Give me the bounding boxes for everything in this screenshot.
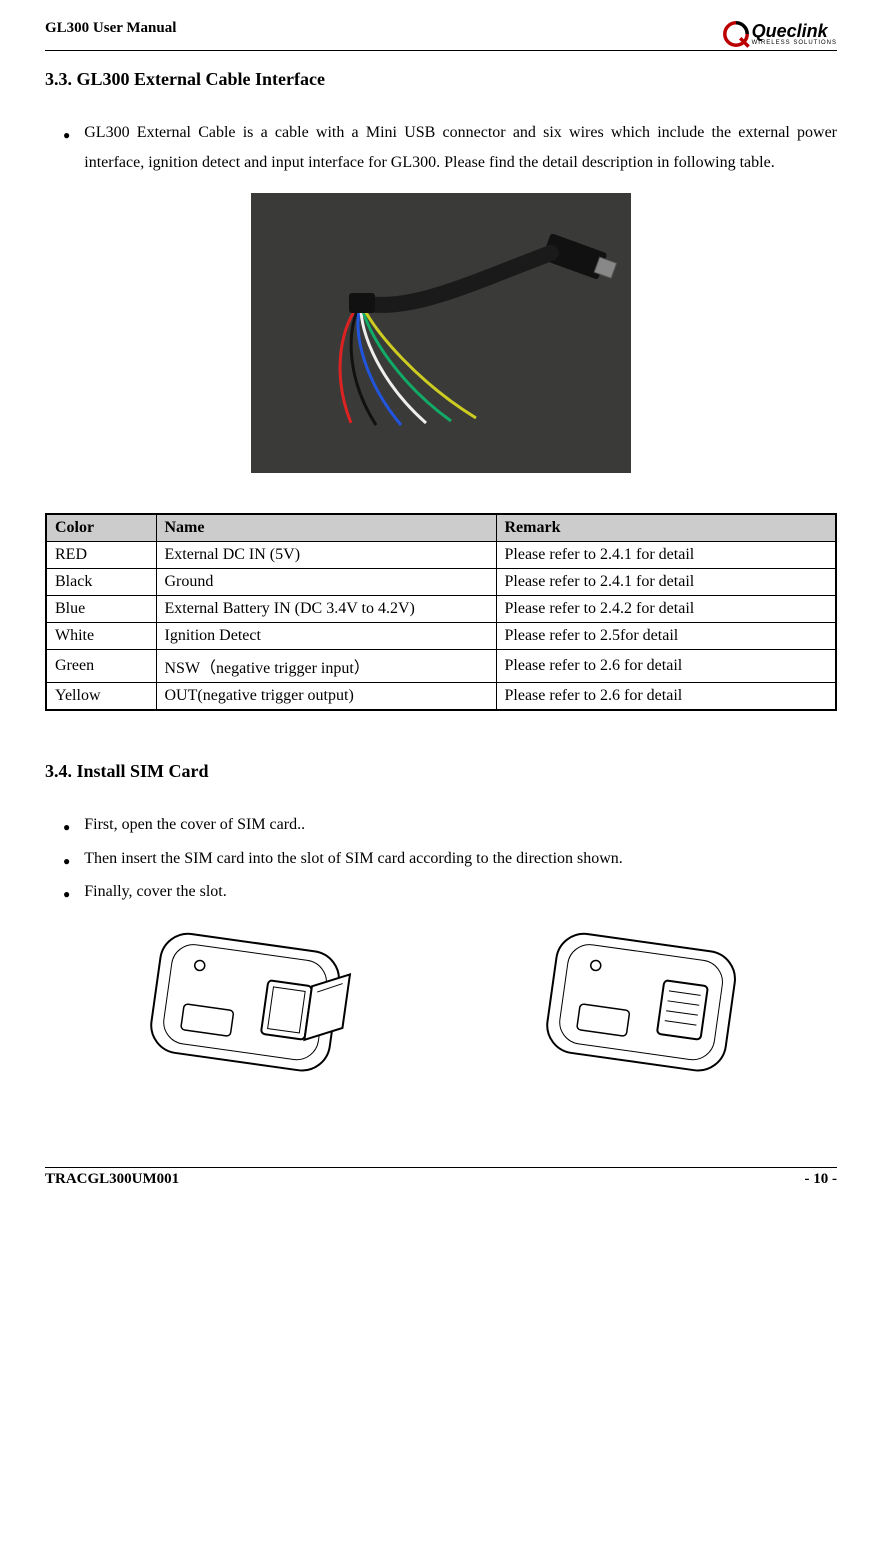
cell-color: Blue xyxy=(46,596,156,623)
page-footer: TRACGL300UM001 - 10 - xyxy=(45,1167,837,1188)
cell-remark: Please refer to 2.4.1 for detail xyxy=(496,542,836,569)
cell-color: Black xyxy=(46,569,156,596)
cable-figure xyxy=(45,193,837,473)
table-row: White Ignition Detect Please refer to 2.… xyxy=(46,623,836,650)
wire-table: Color Name Remark RED External DC IN (5V… xyxy=(45,513,837,711)
cell-remark: Please refer to 2.5for detail xyxy=(496,623,836,650)
table-header-row: Color Name Remark xyxy=(46,514,836,542)
section-3-3-body: ● GL300 External Cable is a cable with a… xyxy=(63,118,837,177)
cell-name: Ground xyxy=(156,569,496,596)
cell-name: NSW（negative trigger input） xyxy=(156,650,496,683)
col-header-remark: Remark xyxy=(496,514,836,542)
cell-name: External DC IN (5V) xyxy=(156,542,496,569)
logo-name: Queclink xyxy=(752,22,837,40)
queclink-logo-icon xyxy=(722,20,750,48)
bullet-icon: ● xyxy=(63,118,70,177)
section-3-3-bullet: GL300 External Cable is a cable with a M… xyxy=(84,118,837,177)
device-open-icon xyxy=(128,927,358,1107)
cell-remark: Please refer to 2.4.2 for detail xyxy=(496,596,836,623)
bullet-icon: ● xyxy=(63,844,70,874)
cell-name: External Battery IN (DC 3.4V to 4.2V) xyxy=(156,596,496,623)
cell-color: White xyxy=(46,623,156,650)
doc-code: TRACGL300UM001 xyxy=(45,1171,179,1188)
section-3-4-heading: 3.4. Install SIM Card xyxy=(45,761,837,782)
section-3-4-bullet-3: Finally, cover the slot. xyxy=(84,877,837,907)
cell-remark: Please refer to 2.6 for detail xyxy=(496,683,836,711)
cell-color: RED xyxy=(46,542,156,569)
page-header: GL300 User Manual Queclink WIRELESS SOLU… xyxy=(45,20,837,51)
cell-name: Ignition Detect xyxy=(156,623,496,650)
logo-tagline: WIRELESS SOLUTIONS xyxy=(752,40,837,46)
section-3-4-bullet-1: First, open the cover of SIM card.. xyxy=(84,810,837,840)
cell-color: Yellow xyxy=(46,683,156,711)
cable-photo-icon xyxy=(251,193,631,473)
device-closed-icon xyxy=(524,927,754,1107)
cell-color: Green xyxy=(46,650,156,683)
section-3-4-body: ● First, open the cover of SIM card.. ● … xyxy=(63,810,837,907)
table-row: Black Ground Please refer to 2.4.1 for d… xyxy=(46,569,836,596)
cell-name: OUT(negative trigger output) xyxy=(156,683,496,711)
table-row: Blue External Battery IN (DC 3.4V to 4.2… xyxy=(46,596,836,623)
doc-title: GL300 User Manual xyxy=(45,20,176,37)
table-row: Yellow OUT(negative trigger output) Plea… xyxy=(46,683,836,711)
brand-logo: Queclink WIRELESS SOLUTIONS xyxy=(722,20,837,48)
page-number: - 10 - xyxy=(805,1171,838,1188)
cell-remark: Please refer to 2.6 for detail xyxy=(496,650,836,683)
cell-remark: Please refer to 2.4.1 for detail xyxy=(496,569,836,596)
table-row: RED External DC IN (5V) Please refer to … xyxy=(46,542,836,569)
col-header-name: Name xyxy=(156,514,496,542)
bullet-icon: ● xyxy=(63,877,70,907)
bullet-icon: ● xyxy=(63,810,70,840)
section-3-4-bullet-2: Then insert the SIM card into the slot o… xyxy=(84,844,837,874)
section-3-3-heading: 3.3. GL300 External Cable Interface xyxy=(45,69,837,90)
col-header-color: Color xyxy=(46,514,156,542)
table-row: Green NSW（negative trigger input） Please… xyxy=(46,650,836,683)
sim-figure-row xyxy=(45,927,837,1107)
